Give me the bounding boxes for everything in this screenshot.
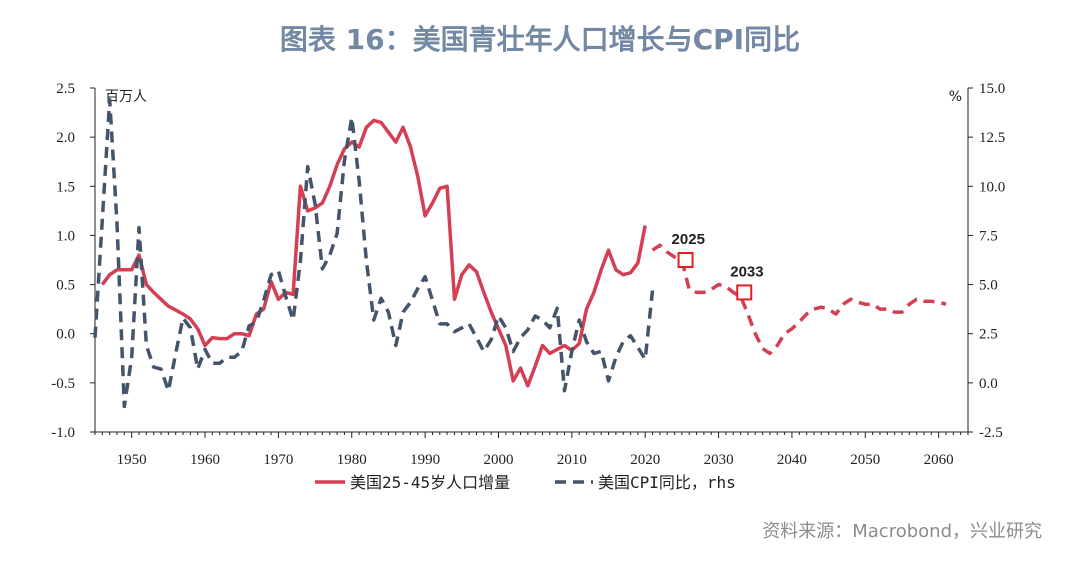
- legend-label-cpi: 美国CPI同比，rhs: [598, 473, 736, 492]
- left-tick-label: 1.5: [56, 179, 75, 195]
- right-tick-label: 7.5: [979, 228, 998, 244]
- left-tick-label: -0.5: [51, 376, 75, 392]
- right-tick-label: -2.5: [979, 425, 1003, 441]
- annotation-label: 2025: [672, 231, 705, 248]
- right-tick-label: 10.0: [979, 179, 1005, 195]
- x-tick-label: 2030: [704, 452, 734, 468]
- x-tick-label: 2050: [850, 452, 880, 468]
- legend-label-population: 美国25-45岁人口增量: [350, 473, 510, 492]
- annotation-label: 2033: [730, 263, 763, 280]
- right-tick-label: 5.0: [979, 278, 998, 294]
- x-tick-label: 2060: [924, 452, 954, 468]
- x-tick-label: 2040: [777, 452, 807, 468]
- right-tick-label: 0.0: [979, 376, 998, 392]
- x-tick-label: 1970: [263, 452, 293, 468]
- source-note: 资料来源：Macrobond，兴业研究: [762, 521, 1042, 542]
- left-tick-label: 2.0: [56, 130, 75, 146]
- x-tick-label: 1980: [337, 452, 367, 468]
- left-tick-label: -1.0: [51, 425, 75, 441]
- series-population-line: [100, 118, 647, 388]
- right-tick-label: 12.5: [979, 130, 1005, 146]
- annotation-marker: [677, 252, 694, 268]
- left-tick-label: 1.0: [56, 228, 75, 244]
- x-tick-label: 1960: [190, 452, 220, 468]
- left-tick-label: 0.0: [56, 327, 75, 343]
- right-tick-label: 2.5: [979, 327, 998, 343]
- x-tick-label: 2010: [557, 452, 587, 468]
- x-tick-label: 2000: [483, 452, 513, 468]
- axes-layer: 2.5 2.0 1.5 1.0 0.5 0.0 -0.5 -1.0 15.0 12.5 10.0 7.…: [51, 81, 1005, 468]
- x-tick-label: 2020: [630, 452, 660, 468]
- right-tick-label: 15.0: [979, 81, 1005, 97]
- right-unit-label: %: [949, 89, 962, 105]
- x-tick-label: 1950: [117, 452, 147, 468]
- legend: 美国25-45岁人口增量 美国CPI同比，rhs: [315, 473, 736, 492]
- chart-title: 图表 16：美国青壮年人口增长与CPI同比: [279, 23, 801, 56]
- left-unit-label: 百万人: [105, 89, 147, 105]
- x-tick-label: 1990: [410, 452, 440, 468]
- series-cpi-line: [93, 98, 655, 409]
- annotation-layer: 2025 2033: [672, 231, 764, 301]
- series-population-forecast-line: [651, 243, 947, 356]
- annotation-marker: [736, 284, 753, 301]
- left-tick-label: 2.5: [56, 81, 75, 97]
- series-layer: [93, 98, 947, 409]
- left-tick-label: 0.5: [56, 278, 75, 294]
